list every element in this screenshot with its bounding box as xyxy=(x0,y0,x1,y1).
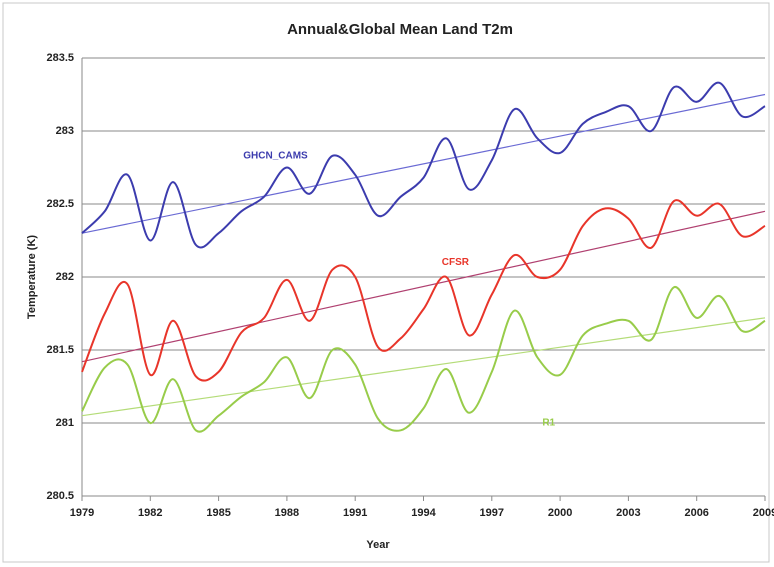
y-tick-label: 283 xyxy=(56,125,74,137)
x-tick-label: 2006 xyxy=(684,507,708,519)
y-tick-label: 281.5 xyxy=(46,344,74,356)
series-label: R1 xyxy=(542,418,555,429)
series-line xyxy=(81,81,766,249)
series-label: GHCN_CAMS xyxy=(243,150,308,161)
chart-title: Annual&Global Mean Land T2m xyxy=(287,21,513,38)
x-tick-label: 1997 xyxy=(480,507,504,519)
series-label: CFSR xyxy=(442,257,470,268)
series-line xyxy=(81,286,766,433)
x-tick-label: 2009 xyxy=(753,507,774,519)
x-tick-label: 1991 xyxy=(343,507,367,519)
y-tick-label: 281 xyxy=(56,417,74,429)
series-line xyxy=(81,199,766,382)
trend-line xyxy=(81,317,766,417)
y-tick-label: 283.5 xyxy=(46,52,74,64)
x-tick-label: 2003 xyxy=(616,507,640,519)
y-axis-label: Temperature (K) xyxy=(26,235,38,319)
x-tick-label: 1982 xyxy=(138,507,162,519)
x-tick-label: 1979 xyxy=(70,507,94,519)
trend-line xyxy=(81,210,766,363)
x-tick-label: 2000 xyxy=(548,507,572,519)
x-tick-label: 1994 xyxy=(411,507,436,519)
y-tick-label: 282 xyxy=(56,271,74,283)
y-tick-label: 282.5 xyxy=(46,198,74,210)
x-tick-label: 1988 xyxy=(275,507,299,519)
trend-line xyxy=(81,93,766,234)
x-axis-label: Year xyxy=(366,539,390,551)
x-tick-label: 1985 xyxy=(206,507,230,519)
y-tick-label: 280.5 xyxy=(46,490,74,502)
